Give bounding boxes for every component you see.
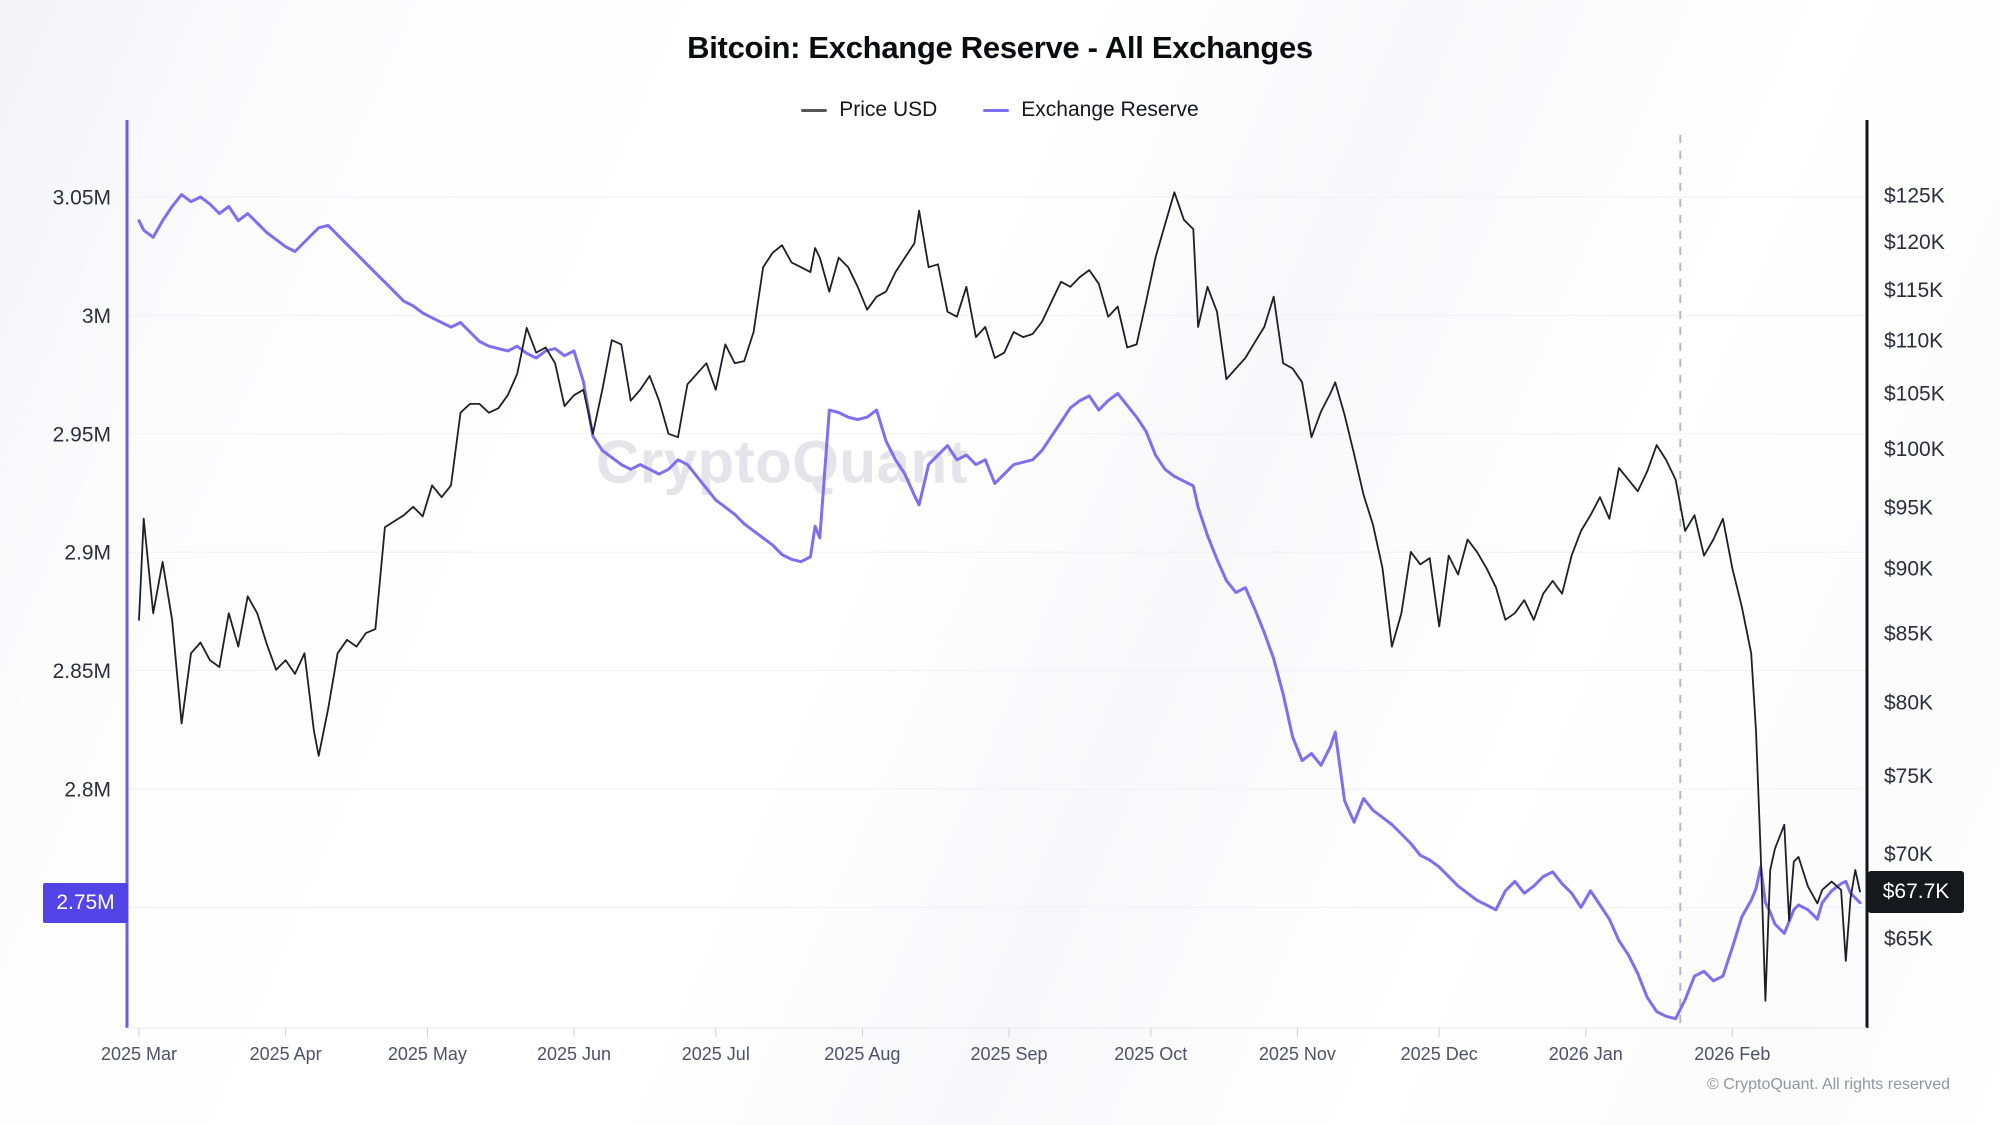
x-axis-label: 2025 Dec (1401, 1044, 1478, 1064)
price-current-value-badge: $67.7K (1868, 871, 1964, 913)
y-axis-right-label: $75K (1884, 765, 1933, 788)
y-axis-left-label: 2.9M (64, 542, 111, 565)
y-axis-right-label: $120K (1884, 231, 1945, 254)
legend-label-price: Price USD (839, 98, 938, 121)
y-axis-right-label: $115K (1884, 279, 1943, 302)
y-axis-right-label: $90K (1884, 558, 1933, 581)
page-title: Bitcoin: Exchange Reserve - All Exchange… (687, 30, 1313, 65)
y-axis-right-label: $110K (1884, 330, 1943, 353)
y-axis-left-label: 3.05M (53, 187, 111, 210)
x-axis-label: 2025 Apr (250, 1044, 322, 1064)
y-axis-right-label: $125K (1884, 185, 1945, 208)
reserve-current-value-badge: 2.75M (43, 883, 128, 923)
y-axis-right-label: $80K (1884, 692, 1933, 715)
x-axis-label: 2025 Mar (101, 1044, 177, 1064)
x-axis-label: 2025 Jun (537, 1044, 611, 1064)
y-axis-left-label: 2.85M (53, 660, 111, 683)
x-axis-label: 2026 Jan (1549, 1044, 1623, 1064)
legend-swatch-price-icon (801, 108, 828, 112)
x-axis-label: 2025 Oct (1114, 1044, 1187, 1064)
legend-item-reserve[interactable]: Exchange Reserve (983, 98, 1199, 122)
y-axis-right-label: $65K (1884, 927, 1933, 950)
x-axis-label: 2025 Nov (1259, 1044, 1336, 1064)
reserve-line (137, 193, 1862, 1021)
price-line (138, 191, 1861, 1002)
x-axis-label: 2025 Aug (824, 1044, 900, 1064)
x-axis-label: 2025 Jul (682, 1044, 750, 1064)
legend-item-price[interactable]: Price USD (801, 98, 937, 122)
x-axis-label: 2025 May (388, 1044, 467, 1064)
y-axis-right-label: $105K (1884, 383, 1945, 406)
cryptoquant-watermark: CryptoQuant (595, 428, 969, 496)
x-axis-label: 2025 Sep (970, 1044, 1047, 1064)
chart-legend: Price USD Exchange Reserve (0, 98, 2000, 122)
copyright-footer: © CryptoQuant. All rights reserved (1707, 1076, 1950, 1093)
y-axis-right-label: $95K (1884, 496, 1933, 519)
y-axis-left-label: 2.8M (64, 779, 111, 802)
y-axis-right-label: $70K (1884, 843, 1933, 866)
x-axis-label: 2026 Feb (1694, 1044, 1770, 1064)
y-axis-right-label: $100K (1884, 438, 1945, 461)
y-axis-left-label: 3M (82, 305, 111, 328)
legend-swatch-reserve-icon (983, 108, 1010, 112)
y-axis-right-label: $85K (1884, 623, 1933, 646)
y-axis-left-label: 2.95M (53, 423, 111, 446)
legend-label-reserve: Exchange Reserve (1021, 98, 1199, 121)
